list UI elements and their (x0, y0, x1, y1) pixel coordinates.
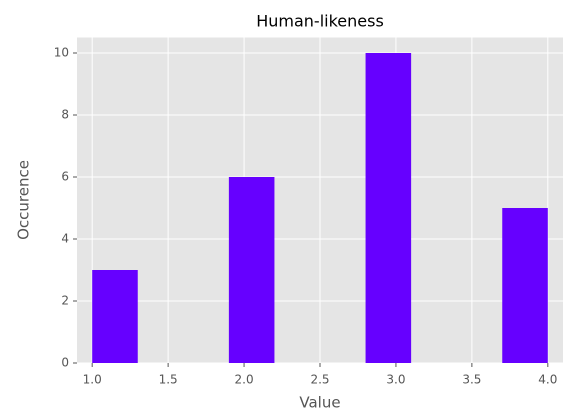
chart-title: Human-likeness (256, 12, 384, 31)
y-tick-label: 10 (54, 46, 69, 60)
y-tick-label: 2 (61, 294, 69, 308)
bar (502, 208, 548, 363)
y-tick-label: 0 (61, 356, 69, 370)
bar (92, 270, 138, 363)
y-tick-label: 8 (61, 108, 69, 122)
x-tick-label: 4.0 (538, 373, 557, 387)
x-tick-label: 3.5 (462, 373, 481, 387)
x-tick-label: 1.5 (159, 373, 178, 387)
x-axis-label: Value (299, 394, 340, 412)
x-tick-label: 1.0 (83, 373, 102, 387)
y-tick-label: 4 (61, 232, 69, 246)
y-tick-label: 6 (61, 170, 69, 184)
bar (228, 177, 275, 363)
bar (365, 53, 412, 363)
y-axis-label: Occurence (15, 160, 33, 240)
x-tick-label: 3.0 (386, 373, 405, 387)
x-tick-label: 2.0 (235, 373, 254, 387)
x-tick-label: 2.5 (310, 373, 329, 387)
